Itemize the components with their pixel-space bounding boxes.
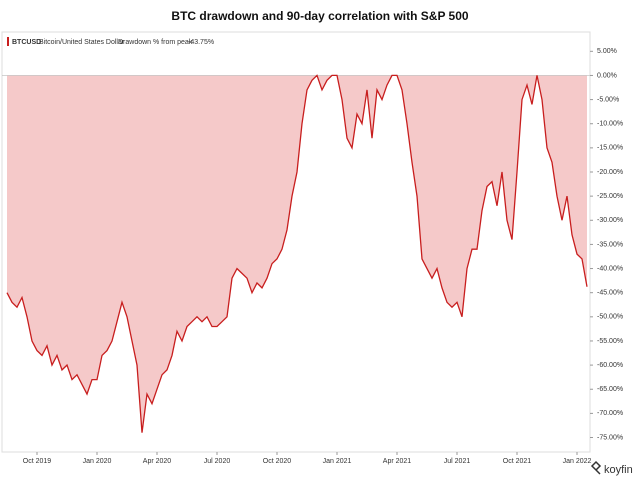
y-tick-label: -10.00% [597, 121, 623, 128]
x-tick-label: Apr 2021 [383, 458, 412, 465]
y-tick-label: -60.00% [597, 362, 623, 369]
x-tick-label: Apr 2020 [143, 458, 172, 465]
x-tick-label: Jan 2020 [83, 458, 112, 465]
y-tick-label: -50.00% [597, 314, 623, 321]
y-tick-label: -5.00% [597, 96, 619, 103]
brand-name: koyfin [604, 464, 633, 476]
x-tick-label: Jan 2022 [563, 458, 592, 465]
legend-swatch [7, 37, 9, 46]
y-tick-label: -70.00% [597, 410, 623, 417]
legend-name: Bitcoin/United States Dollar [39, 39, 125, 46]
y-tick-label: -35.00% [597, 241, 623, 248]
x-tick-label: Jul 2020 [204, 458, 231, 465]
y-tick-label: -15.00% [597, 145, 623, 152]
y-tick-label: -45.00% [597, 290, 623, 297]
area [7, 75, 587, 433]
y-tick-label: -30.00% [597, 217, 623, 224]
y-tick-label: -55.00% [597, 338, 623, 345]
y-tick-label: -65.00% [597, 386, 623, 393]
line [6, 74, 588, 433]
x-tick-label: Oct 2021 [503, 458, 532, 465]
y-tick-label: -40.00% [597, 265, 623, 272]
x-tick-label: Jul 2021 [444, 458, 471, 465]
legend-value: -43.75% [188, 39, 214, 46]
y-tick-label: -20.00% [597, 169, 623, 176]
x-tick-label: Oct 2020 [263, 458, 292, 465]
x-tick-label: Jan 2021 [323, 458, 352, 465]
y-tick-label: 0.00% [597, 72, 617, 79]
brand-logo: koyfin [590, 460, 633, 476]
y-tick-label: -75.00% [597, 434, 623, 441]
legend-symbol: BTCUSD [12, 39, 41, 46]
plot-frame [1, 31, 591, 453]
y-tick-label: -25.00% [597, 193, 623, 200]
legend-metric: Drawdown % from peak [118, 39, 193, 46]
chart-title: BTC drawdown and 90-day correlation with… [171, 9, 469, 23]
y-tick-label: 5.00% [597, 48, 617, 55]
x-tick-label: Oct 2019 [23, 458, 52, 465]
